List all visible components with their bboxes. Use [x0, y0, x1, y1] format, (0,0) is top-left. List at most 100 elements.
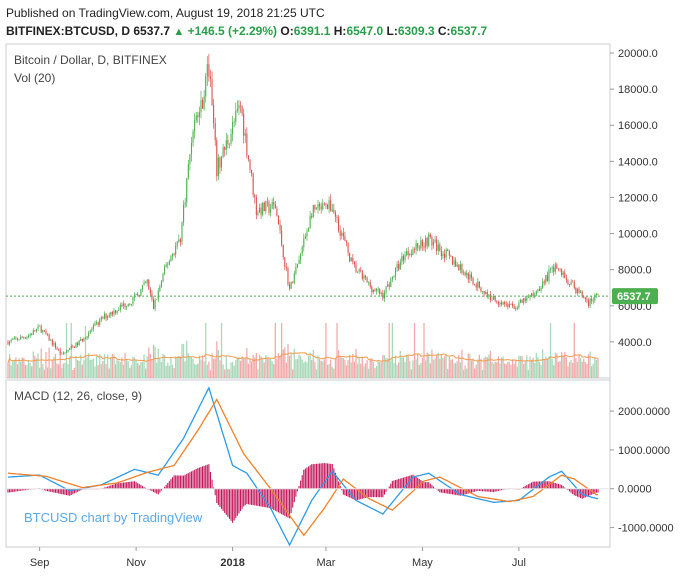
macd-histogram-bar [159, 488, 161, 493]
candle-body [178, 239, 180, 242]
volume-bar [320, 360, 322, 378]
volume-bar [481, 369, 484, 378]
volume-bar [453, 363, 455, 378]
macd-histogram-bar [178, 475, 180, 489]
macd-histogram-bar [342, 488, 344, 495]
macd-histogram-bar [51, 488, 53, 493]
volume-bar [116, 359, 118, 378]
candle-body [393, 276, 395, 278]
macd-axis[interactable]: 2000.0000 1000.0000 0.0000 -1000.0000 [6, 406, 674, 535]
time-axis[interactable]: Sep Nov 2018 Mar May Jul [30, 547, 526, 569]
volume-bar [396, 364, 398, 378]
volume-bar [160, 362, 163, 378]
volume-bar [578, 354, 580, 378]
candle-body [442, 253, 444, 257]
candle-body [285, 267, 287, 268]
volume-bar [143, 354, 145, 378]
volume-bar [564, 351, 566, 378]
volume-bar [399, 350, 401, 378]
candle-body [50, 339, 52, 341]
macd-histogram-bar [369, 488, 371, 498]
candle-body [126, 306, 128, 308]
volume-bar [78, 360, 80, 378]
candle-body [170, 256, 172, 262]
candle-body [110, 311, 112, 316]
candle-body [96, 322, 98, 324]
volume-bar [466, 368, 468, 378]
volume-bar [124, 353, 126, 378]
candle-body [481, 291, 484, 292]
macd-histogram-bar [103, 487, 106, 489]
volume-bar [252, 355, 254, 378]
volume-bar [315, 369, 318, 378]
candle-body [21, 336, 23, 338]
candle-body [537, 289, 539, 291]
volume-bar [448, 356, 450, 378]
price-pane[interactable] [5, 43, 611, 379]
macd-histogram-bar [105, 486, 107, 489]
time-tick-label: Nov [126, 557, 146, 569]
published-line: Published on TradingView.com, August 19,… [6, 6, 325, 20]
volume-bar [556, 353, 558, 378]
candle-body [402, 256, 404, 261]
volume-bar [409, 360, 411, 378]
candle-body [220, 156, 223, 168]
volume-bar [377, 359, 379, 378]
macd-histogram-bar [73, 488, 75, 494]
candle-body [206, 64, 208, 77]
volume-bar [228, 369, 231, 378]
price-axis[interactable]: 20000.0 18000.0 16000.0 14000.0 12000.0 10000… [610, 48, 658, 349]
candle-body [575, 287, 577, 294]
volume-bar [262, 359, 264, 378]
volume-bar [417, 353, 419, 378]
volume-bar [197, 363, 199, 378]
candle-body [320, 206, 322, 210]
macd-title: MACD (12, 26, close, 9) [14, 389, 142, 403]
candle-body [561, 269, 563, 275]
volume-bar [255, 353, 257, 378]
macd-histogram-bar [233, 488, 235, 521]
candle-body [534, 294, 536, 297]
macd-histogram-bar [296, 488, 299, 492]
macd-histogram-bar [406, 476, 408, 489]
volume-bar [235, 360, 237, 378]
macd-histogram-bar [205, 465, 207, 489]
price-tick-label: 18000.0 [618, 84, 658, 96]
volume-ma-path [7, 352, 598, 363]
volume-bar [130, 364, 133, 378]
macd-histogram-bar [556, 483, 558, 489]
volume-bar [462, 369, 465, 378]
candle-body [179, 239, 181, 243]
volume-bar [29, 363, 31, 378]
macd-histogram-bar [486, 488, 488, 492]
candle-body [531, 293, 533, 296]
macd-histogram-bar [230, 488, 232, 521]
candle-body [298, 259, 300, 265]
volume-bar [94, 366, 96, 378]
volume-bar [233, 365, 235, 378]
volume-bar [418, 364, 420, 378]
volume-bar [91, 359, 93, 378]
macd-histogram-bar [404, 477, 406, 489]
candle-body [132, 297, 134, 305]
volume-bar [429, 363, 431, 378]
candle-body [208, 64, 210, 77]
volume-bar [442, 357, 444, 378]
close-label: C: [437, 24, 451, 38]
volume-bar [439, 358, 441, 378]
candle-body [349, 252, 351, 262]
volume-bar [168, 365, 170, 378]
volume-bar [51, 359, 53, 378]
macd-pane[interactable] [5, 379, 611, 548]
candle-body [466, 273, 468, 276]
macd-histogram-bar [540, 481, 542, 489]
volume-bar [231, 361, 234, 378]
volume-bar [306, 362, 308, 378]
candle-body [56, 347, 58, 350]
volume-bar [398, 362, 400, 378]
volume-bar [594, 357, 596, 378]
volume-bar [186, 340, 188, 378]
volume-bar [576, 361, 579, 378]
macd-histogram-bar [23, 488, 25, 491]
